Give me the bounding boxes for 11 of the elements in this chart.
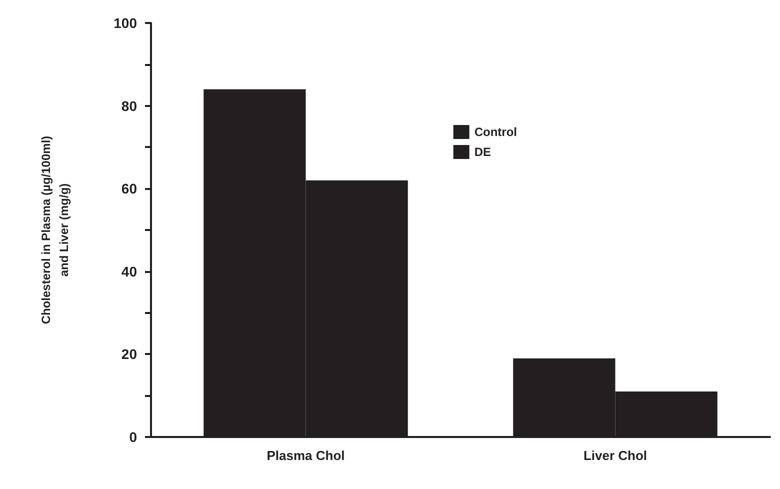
y-axis-title: Cholesterol in Plasma (µg/100ml) and Liver (mg/g) <box>39 136 71 324</box>
x-tick-label: Liver Chol <box>583 448 648 463</box>
legend-label: Control <box>474 125 517 139</box>
y-tick-label: 20 <box>121 346 138 362</box>
y-tick-label: 100 <box>114 15 138 31</box>
y-tick-label: 60 <box>121 180 138 197</box>
y-tick-label: 80 <box>121 98 138 114</box>
y-tick-label: 0 <box>129 429 138 445</box>
y-tick-label: 40 <box>121 263 138 280</box>
x-tick-label: Plasma Chol <box>266 448 345 463</box>
legend-label: DE <box>474 145 492 159</box>
